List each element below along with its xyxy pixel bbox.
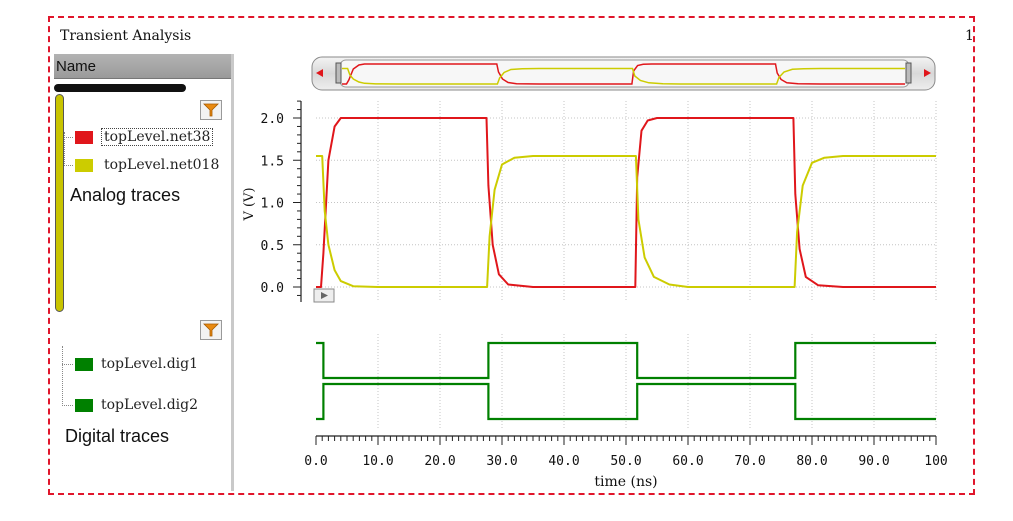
trace-name: topLevel.net018	[104, 157, 220, 173]
y-tick-label: 0.5	[261, 239, 284, 254]
page-number: 1	[965, 28, 974, 44]
digital-section-label: Digital traces	[65, 426, 170, 446]
x-axis-label: time (ns)	[594, 474, 657, 490]
analog-trace-item[interactable]: topLevel.net018	[75, 157, 222, 173]
x-tick-label: 70.0	[734, 454, 765, 469]
x-tick-label: 50.0	[610, 454, 641, 469]
digital-filter-icon[interactable]	[200, 320, 222, 340]
trace-name: topLevel.dig2	[101, 397, 199, 413]
trace-color-swatch	[75, 357, 93, 371]
overview-right-handle[interactable]	[905, 62, 912, 84]
name-column-header[interactable]: Name	[54, 54, 231, 79]
y-axis-label: V (V)	[242, 187, 257, 221]
trace-name: topLevel.dig1	[101, 356, 199, 372]
play-icon	[321, 292, 328, 299]
trace-color-swatch	[75, 130, 93, 144]
analog-trace-item[interactable]: topLevel.net38	[75, 128, 214, 146]
trace-color-swatch	[75, 398, 93, 412]
digital-trace-item[interactable]: topLevel.dig1	[75, 356, 198, 372]
x-tick-label: 0.0	[304, 454, 327, 469]
analysis-frame	[48, 16, 975, 495]
x-tick-label: 80.0	[796, 454, 827, 469]
trace-list-panel: Name topLevel.net38 topLevel.net018 Anal…	[54, 54, 234, 491]
overview-trace	[342, 63, 905, 85]
analog-filter-icon[interactable]	[200, 100, 222, 120]
window-title: Transient Analysis	[60, 28, 192, 44]
digital-trace-topLevel-dig2[interactable]	[316, 382, 936, 421]
x-tick-label: 40.0	[548, 454, 579, 469]
x-tick-label: 30.0	[486, 454, 517, 469]
overview-left-handle[interactable]	[335, 62, 342, 84]
y-tick-label: 0.0	[261, 281, 284, 296]
digital-trace-topLevel-dig1[interactable]	[316, 341, 936, 380]
x-tick-label: 10.0	[362, 454, 393, 469]
analog-section-label: Analog traces	[70, 185, 181, 205]
trace-color-swatch	[75, 158, 93, 172]
scroll-left-arrow-icon[interactable]	[316, 69, 323, 77]
digital-trace-item[interactable]: topLevel.dig2	[75, 397, 198, 413]
scroll-right-arrow-icon[interactable]	[924, 69, 931, 77]
x-tick-label: 90.0	[858, 454, 889, 469]
x-tick-label: 20.0	[424, 454, 455, 469]
trace-topLevel-net38[interactable]	[316, 117, 936, 288]
overview-trace	[342, 67, 905, 85]
trace-name: topLevel.net38	[101, 128, 214, 146]
vertical-scrollbar[interactable]	[55, 94, 64, 312]
y-tick-label: 1.5	[261, 154, 284, 169]
y-tick-label: 1.0	[261, 197, 284, 212]
x-tick-label: 100	[924, 454, 947, 469]
x-tick-label: 60.0	[672, 454, 703, 469]
overview-scrollbar[interactable]	[311, 56, 936, 91]
horizontal-scrollbar[interactable]	[54, 84, 186, 92]
trace-topLevel-net018[interactable]	[316, 155, 936, 288]
y-tick-label: 2.0	[261, 112, 284, 127]
